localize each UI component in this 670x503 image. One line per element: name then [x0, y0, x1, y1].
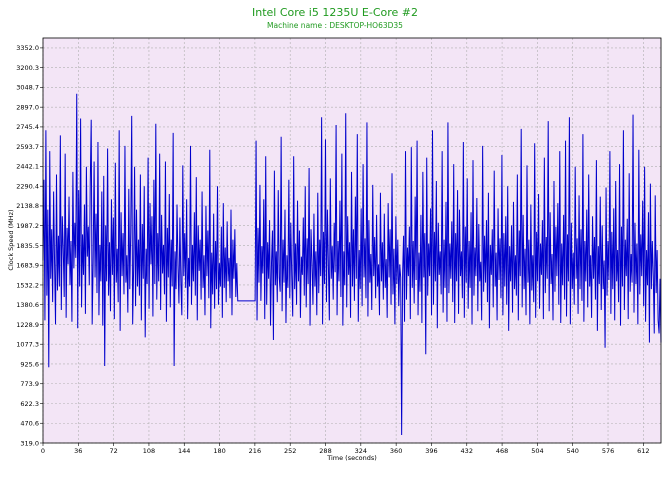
- y-tick-label: 3200.3: [16, 64, 39, 72]
- y-tick-label: 319.0: [20, 439, 39, 447]
- x-tick-label: 72: [109, 447, 117, 455]
- x-axis-label: Time (seconds): [326, 454, 377, 462]
- chart-title: Intel Core i5 1235U E-Core #2: [252, 6, 418, 19]
- x-tick-label: 540: [567, 447, 579, 455]
- y-tick-label: 1077.3: [16, 341, 39, 349]
- axis-ticks: 319.0 470.6 622.3 773.9 925.6 1077.3 1228.9 138…: [16, 44, 649, 455]
- series-line-clock-speed: [42, 93, 662, 436]
- x-tick-label: 576: [602, 447, 614, 455]
- y-tick-label: 1380.6: [16, 301, 39, 309]
- y-tick-label: 3048.7: [16, 84, 39, 92]
- y-tick-label: 622.3: [20, 400, 39, 408]
- y-tick-label: 1835.5: [16, 242, 39, 250]
- y-tick-label: 925.6: [20, 360, 39, 368]
- x-tick-label: 252: [284, 447, 296, 455]
- x-tick-label: 432: [461, 447, 473, 455]
- x-tick-label: 36: [74, 447, 82, 455]
- y-tick-label: 1532.2: [16, 281, 39, 289]
- y-tick-label: 2745.4: [16, 123, 39, 131]
- x-tick-label: 504: [531, 447, 543, 455]
- x-tick-label: 396: [425, 447, 437, 455]
- y-tick-label: 2138.8: [16, 202, 39, 210]
- x-tick-label: 324: [355, 447, 367, 455]
- y-tick-label: 2897.0: [16, 103, 39, 111]
- y-tick-label: 3352.0: [16, 44, 39, 52]
- plot-frame: [42, 37, 662, 444]
- y-tick-label: 1987.2: [16, 222, 39, 230]
- y-axis-label: Clock Speed (MHz): [7, 209, 15, 270]
- x-tick-label: 216: [249, 447, 261, 455]
- y-tick-label: 773.9: [20, 380, 39, 388]
- y-tick-label: 1683.9: [16, 261, 39, 269]
- y-tick-label: 470.6: [20, 420, 39, 428]
- y-tick-label: 2593.7: [16, 143, 39, 151]
- x-tick-label: 468: [496, 447, 508, 455]
- y-tick-label: 2290.4: [16, 182, 39, 190]
- x-tick-label: 180: [213, 447, 225, 455]
- x-tick-label: 360: [390, 447, 402, 455]
- x-tick-label: 108: [143, 447, 155, 455]
- chart-subtitle: Machine name : DESKTOP-HO63D35: [267, 21, 403, 30]
- x-tick-label: 0: [41, 447, 45, 455]
- y-tick-label: 1228.9: [16, 321, 39, 329]
- y-tick-label: 2442.1: [16, 163, 39, 171]
- x-tick-label: 144: [178, 447, 190, 455]
- x-tick-label: 288: [319, 447, 331, 455]
- x-tick-label: 612: [637, 447, 649, 455]
